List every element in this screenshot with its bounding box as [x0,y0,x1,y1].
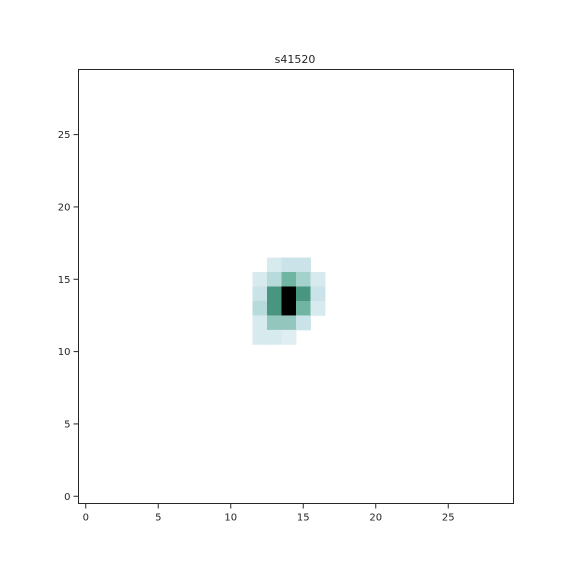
heatmap-cell [310,300,326,316]
x-tick-label: 15 [297,513,310,524]
heatmap-cell [281,272,297,287]
heatmap-cell [252,300,268,316]
x-tick-label: 25 [442,513,455,524]
y-tick-label: 0 [64,492,70,503]
y-tick-label: 25 [58,130,71,141]
x-tick-label: 10 [224,513,237,524]
heatmap-cell [267,315,282,331]
axis-ticks: 0 5 10 15 20 25 0 5 10 15 20 25 [58,130,455,523]
heatmap-cell [296,272,311,287]
heatmap-cell [281,286,297,302]
heatmap-cell [296,257,311,273]
heatmap-cell [296,286,311,302]
x-tick-label: 0 [83,513,89,524]
heatmap-cell [281,300,297,316]
plot-frame [78,69,514,504]
y-tick-label: 15 [58,275,71,286]
heatmap-cell [296,315,311,331]
heatmap-cell [252,286,268,302]
heatmap-cell [296,300,311,316]
heatmap-cell [281,257,297,273]
heatmap-cell [267,300,282,316]
heatmap-cell [310,286,326,302]
heatmap-cell [252,329,268,345]
heatmap-cells [252,257,326,345]
heatmap-cell [281,315,297,331]
heatmap-cell [310,272,326,287]
x-tick-label: 5 [155,513,161,524]
y-tick-label: 20 [58,202,71,213]
heatmap-cell [267,257,282,273]
heatmap-cell [267,329,282,345]
y-tick-label: 5 [64,419,70,430]
heatmap-cell [252,272,268,287]
heatmap-cell [252,315,268,331]
y-tick-label: 10 [58,347,71,358]
chart-title: s41520 [275,53,316,66]
x-tick-label: 20 [369,513,382,524]
heatmap-cell [267,272,282,287]
heatmap-cell [281,329,297,345]
heatmap-cell [267,286,282,302]
